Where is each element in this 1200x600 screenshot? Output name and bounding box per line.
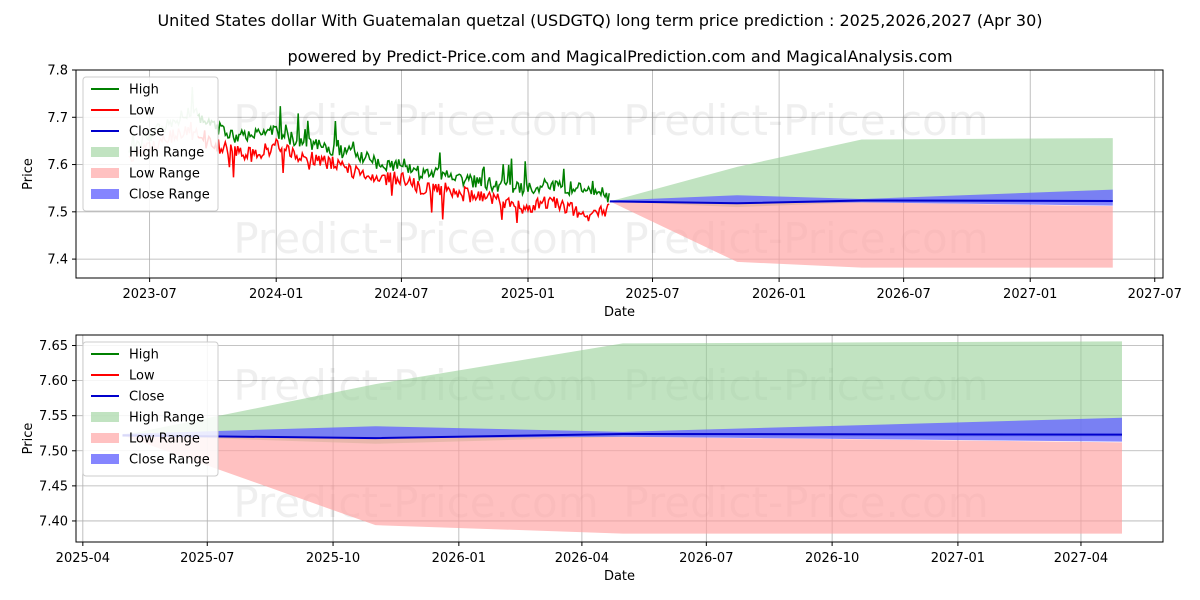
- x-tick-label: 2025-10: [306, 551, 360, 566]
- high-range-band: [122, 341, 1122, 444]
- y-tick-label: 7.6: [47, 158, 68, 173]
- long-term-panel: Predict-Price.com Predict-Price.com Predic…: [21, 64, 1182, 321]
- x-tick-label: 2027-04: [1054, 551, 1108, 566]
- y-tick-label: 7.7: [47, 111, 68, 126]
- close-line: [122, 432, 1122, 440]
- y-tick-label: 7.45: [39, 479, 68, 494]
- y-tick-label: 7.8: [47, 64, 68, 79]
- legend-label: Close Range: [129, 453, 210, 468]
- x-tick-label: 2024-07: [374, 287, 428, 302]
- y-tick-label: 7.4: [47, 253, 68, 268]
- axes-frame: [75, 69, 1164, 279]
- legend-label: Low Range: [129, 167, 200, 182]
- axes-frame: [75, 334, 1164, 543]
- legend-label: High: [129, 348, 159, 363]
- high-line: [197, 106, 610, 203]
- legend-swatch-patch: [91, 412, 119, 422]
- high-range-band: [609, 138, 1113, 208]
- chart-subtitle: powered by Predict-Price.com and Magical…: [287, 47, 952, 66]
- watermark-text: Predict-Price.com: [233, 96, 598, 145]
- y-tick-label: 7.40: [39, 514, 68, 529]
- x-tick-label: 2026-01: [432, 551, 486, 566]
- y-tick-label: 7.55: [39, 409, 68, 424]
- x-tick-label: 2024-01: [249, 287, 303, 302]
- legend-label: High: [129, 83, 159, 98]
- legend-swatch-patch: [91, 147, 119, 157]
- legend-swatch-patch: [91, 433, 119, 443]
- legend-label: High Range: [129, 411, 204, 426]
- y-tick-label: 7.5: [47, 205, 68, 220]
- plot-area: [122, 341, 1122, 534]
- legend-label: Close: [129, 390, 164, 405]
- legend-label: Low: [129, 369, 155, 384]
- y-tick-label: 7.65: [39, 339, 68, 354]
- legend-label: High Range: [129, 146, 204, 161]
- x-tick-label: 2026-01: [752, 287, 806, 302]
- low-range-band: [122, 435, 1122, 534]
- legend-label: Close: [129, 125, 164, 140]
- x-tick-label: 2026-04: [555, 551, 609, 566]
- legend-label: Low: [129, 104, 155, 119]
- x-axis-label: Date: [604, 305, 635, 320]
- x-axis-label: Date: [604, 569, 635, 584]
- close-line: [609, 199, 1113, 205]
- low-range-band: [609, 201, 1113, 268]
- plot-area: [128, 86, 1113, 268]
- y-axis-label: Price: [21, 158, 36, 190]
- legend: High Low Close High Range Low Range Close Ran…: [82, 76, 219, 212]
- x-tick-label: 2027-01: [1003, 287, 1057, 302]
- legend-label: Low Range: [129, 432, 200, 447]
- x-tick-label: 2027-01: [931, 551, 985, 566]
- chart-title: United States dollar With Guatemalan que…: [157, 11, 1042, 30]
- x-tick-label: 2026-10: [805, 551, 859, 566]
- low-line: [197, 130, 610, 223]
- x-tick-label: 2025-07: [625, 287, 679, 302]
- x-tick-label: 2026-07: [876, 287, 930, 302]
- close-range-band: [122, 417, 1122, 442]
- watermark-text: Predict-Price.com: [233, 214, 598, 263]
- x-tick-label: 2025-07: [180, 551, 234, 566]
- legend-label: Close Range: [129, 188, 210, 203]
- y-tick-label: 7.50: [39, 444, 68, 459]
- y-tick-label: 7.60: [39, 374, 68, 389]
- x-tick-label: 2027-07: [1128, 287, 1182, 302]
- x-tick-label: 2023-07: [122, 287, 176, 302]
- legend-swatch-patch: [91, 168, 119, 178]
- forecast-zoom-panel: Predict-Price.comPredict-Price.comPredic…: [21, 334, 1164, 584]
- legend-swatch-patch: [91, 454, 119, 464]
- x-tick-label: 2026-07: [679, 551, 733, 566]
- x-tick-label: 2025-04: [56, 551, 110, 566]
- x-tick-label: 2025-01: [501, 287, 555, 302]
- legend-swatch-patch: [91, 189, 119, 199]
- legend: High Low Close High Range Low Range Close Ran…: [82, 341, 219, 477]
- y-axis-label: Price: [21, 423, 36, 455]
- watermark-text: Predict-Price.com: [623, 96, 988, 145]
